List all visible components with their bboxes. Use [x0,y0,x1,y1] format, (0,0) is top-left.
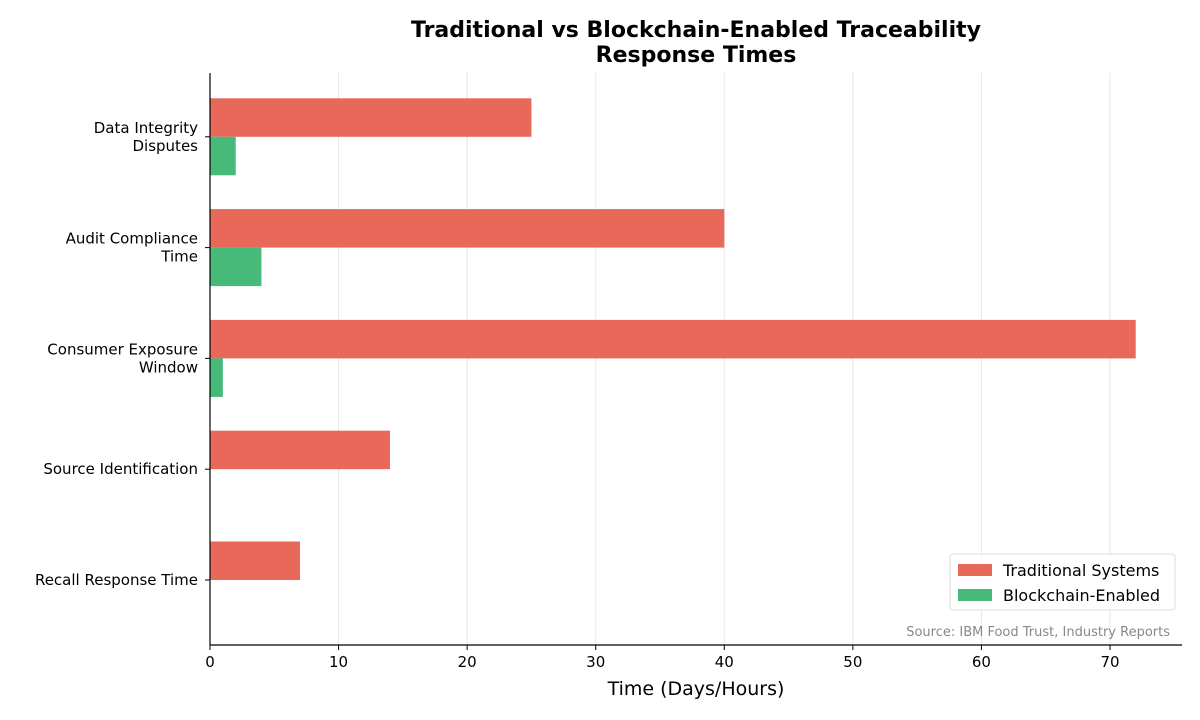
x-tick-label: 10 [329,653,348,671]
y-tick-label: Audit Compliance [66,230,198,248]
x-tick-label: 30 [586,653,605,671]
x-tick-label: 0 [205,653,215,671]
x-axis-label: Time (Days/Hours) [607,678,785,700]
legend-label: Blockchain-Enabled [1003,586,1160,605]
x-tick-label: 20 [458,653,477,671]
y-tick-label: Disputes [133,137,199,155]
y-tick-label: Time [160,248,198,266]
x-tick-label: 50 [843,653,862,671]
bar-blockchain [210,247,262,287]
bar-traditional [210,430,390,470]
x-tick-label: 70 [1100,653,1119,671]
x-tick-label: 60 [972,653,991,671]
bar-traditional [210,209,725,248]
y-tick-label: Recall Response Time [35,571,198,589]
legend-box [949,553,1176,611]
legend-swatch [958,589,992,601]
chart-title: Response Times [596,43,797,68]
y-tick-label: Window [139,358,198,376]
legend-swatch [958,564,992,576]
y-tick-label: Source Identification [43,460,198,478]
bar-blockchain [210,358,223,397]
legend-label: Traditional Systems [1002,561,1159,580]
chart-title: Traditional vs Blockchain-Enabled Tracea… [411,18,981,43]
bar-traditional [210,541,300,580]
bar-traditional [210,98,532,137]
y-tick-label: Data Integrity [94,119,198,137]
bar-traditional [210,319,1136,359]
source-annotation: Source: IBM Food Trust, Industry Reports [906,625,1170,640]
y-tick-label: Consumer Exposure [47,340,198,358]
x-tick-label: 40 [715,653,734,671]
bar-blockchain [210,136,236,176]
